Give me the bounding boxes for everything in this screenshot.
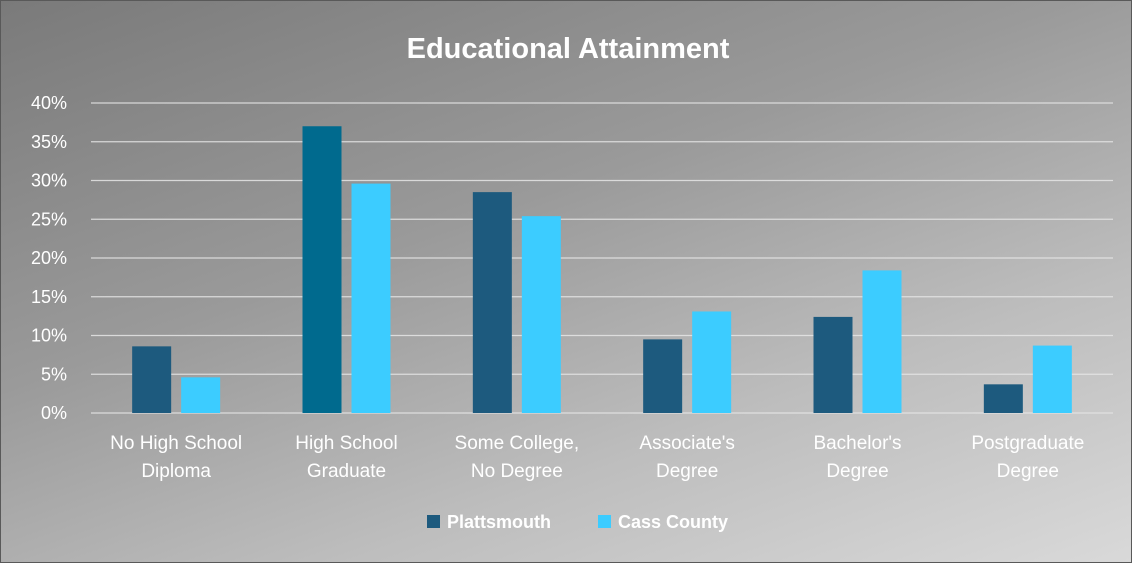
- y-axis-ticks: 0% 5% 10% 15% 20% 25% 30% 35% 40%: [31, 93, 67, 423]
- bar-cass-county: [351, 183, 391, 413]
- y-tick-label: 30%: [31, 171, 67, 191]
- bar-plattsmouth: [302, 126, 342, 413]
- bars: [132, 126, 1072, 413]
- legend: Plattsmouth Cass County: [427, 512, 728, 532]
- y-tick-label: 20%: [31, 248, 67, 268]
- y-tick-label: 10%: [31, 326, 67, 346]
- bar-plattsmouth: [132, 346, 172, 413]
- x-axis-categories: No High School Diploma High School Graduate…: [110, 433, 1084, 482]
- legend-label: Plattsmouth: [447, 512, 551, 532]
- x-category-label: Associate's Degree: [639, 433, 735, 482]
- y-tick-label: 25%: [31, 209, 67, 229]
- bar-cass-county: [692, 311, 732, 413]
- y-tick-label: 5%: [41, 364, 67, 384]
- y-tick-label: 15%: [31, 287, 67, 307]
- x-category-label: Some College, No Degree: [455, 433, 580, 482]
- x-category-label: Postgraduate Degree: [971, 433, 1084, 482]
- bar-cass-county: [1032, 345, 1072, 413]
- legend-swatch: [427, 515, 440, 528]
- chart-title: Educational Attainment: [407, 33, 730, 65]
- legend-label: Cass County: [618, 512, 728, 532]
- y-tick-label: 40%: [31, 93, 67, 113]
- gridlines: [91, 102, 1113, 414]
- bar-plattsmouth: [472, 192, 512, 413]
- bar-plattsmouth: [643, 339, 683, 413]
- y-tick-label: 0%: [41, 403, 67, 423]
- y-tick-label: 35%: [31, 132, 67, 152]
- bar-plattsmouth: [813, 316, 853, 413]
- bar-cass-county: [181, 377, 221, 413]
- bar-cass-county: [862, 270, 902, 413]
- x-category-label: Bachelor's Degree: [813, 433, 901, 482]
- bar-plattsmouth: [983, 384, 1023, 413]
- x-category-label: No High School Diploma: [110, 433, 242, 482]
- bar-cass-county: [521, 216, 561, 413]
- x-category-label: High School Graduate: [295, 433, 397, 482]
- legend-swatch: [598, 515, 611, 528]
